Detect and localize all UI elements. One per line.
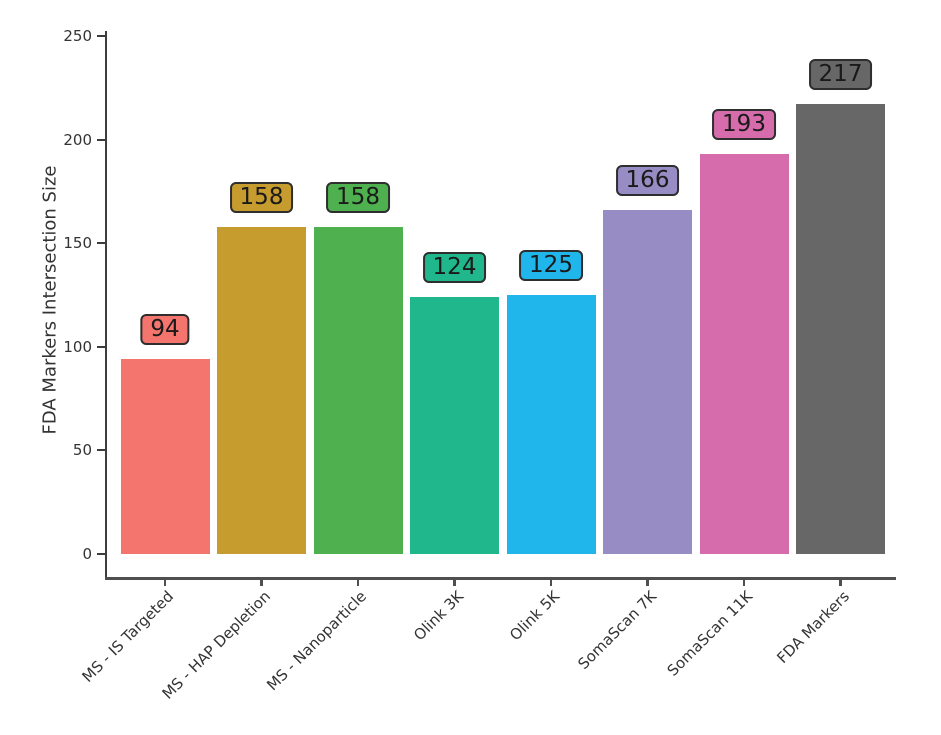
y-tick-mark	[97, 345, 105, 348]
x-axis-line	[104, 577, 896, 580]
y-tick-label: 50	[72, 441, 92, 460]
y-tick-label: 150	[63, 234, 92, 253]
bar	[313, 226, 403, 554]
x-tick-mark	[453, 579, 456, 586]
bar-value-label: 94	[140, 314, 190, 346]
bar-value-label: 125	[519, 250, 583, 281]
bar-value-label: 166	[615, 165, 680, 197]
bar	[699, 154, 789, 554]
y-tick-label: 250	[63, 27, 92, 45]
y-tick-label: 0	[82, 545, 92, 563]
x-tick-mark	[356, 579, 360, 586]
x-tick-mark	[839, 579, 842, 586]
bar	[603, 210, 692, 554]
bar-value-label: 124	[422, 252, 487, 284]
bar-value-label: 193	[712, 109, 776, 141]
y-tick-label: 100	[63, 337, 92, 356]
x-tick-mark	[549, 579, 553, 586]
x-tick-label: FDA Markers	[772, 587, 853, 667]
y-axis-line	[104, 31, 108, 580]
bar-value-label: 158	[326, 181, 390, 213]
bar	[796, 104, 885, 554]
y-tick-label: 200	[63, 130, 92, 149]
bar-value-label: 158	[229, 181, 294, 213]
x-tick-mark	[742, 579, 746, 586]
y-tick-mark	[97, 449, 105, 452]
bar-value-label: 217	[808, 59, 873, 91]
y-tick-mark	[97, 552, 105, 556]
bar	[506, 295, 596, 554]
x-tick-mark	[163, 579, 167, 586]
bar	[217, 226, 306, 554]
x-tick-mark	[260, 579, 263, 586]
y-tick-mark	[97, 138, 105, 141]
bar	[120, 359, 210, 554]
x-tick-mark	[646, 579, 649, 586]
y-tick-mark	[97, 34, 105, 38]
bar	[410, 297, 499, 554]
y-tick-mark	[97, 242, 105, 245]
